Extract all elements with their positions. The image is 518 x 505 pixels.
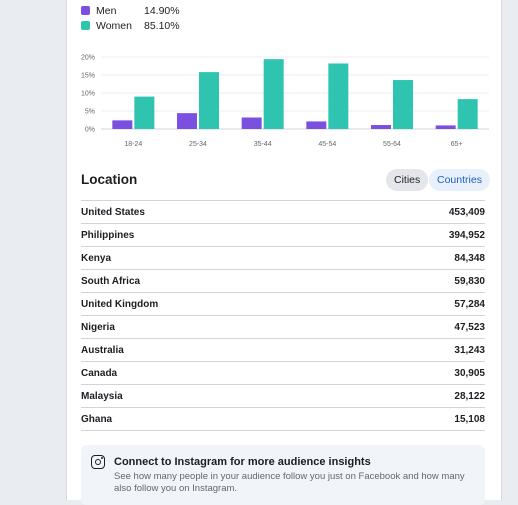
bar-men-18-24[interactable] bbox=[112, 120, 133, 129]
bar-men-25-34[interactable] bbox=[177, 113, 197, 129]
table-row: Canada 30,905 bbox=[81, 362, 485, 385]
country-count: 84,348 bbox=[454, 252, 485, 264]
country-name: Ghana bbox=[81, 413, 113, 425]
country-name: United Kingdom bbox=[81, 298, 159, 310]
instagram-icon bbox=[91, 455, 105, 469]
country-name: Kenya bbox=[81, 252, 112, 264]
table-row: Ghana 15,108 bbox=[81, 408, 485, 431]
y-tick-label: 15% bbox=[81, 73, 95, 80]
bar-men-55-64[interactable] bbox=[371, 125, 391, 129]
y-tick-label: 0% bbox=[85, 127, 95, 134]
legend-item-men: Men 14.90% bbox=[81, 3, 180, 18]
country-name: South Africa bbox=[81, 275, 141, 287]
country-name: Philippines bbox=[81, 229, 135, 241]
legend-swatch-men bbox=[81, 6, 90, 15]
table-row: Nigeria 47,523 bbox=[81, 316, 485, 339]
insight-title: Connect to Instagram for more audience i… bbox=[114, 456, 371, 468]
country-name: Nigeria bbox=[81, 321, 115, 333]
table-row: Kenya 84,348 bbox=[81, 247, 485, 270]
table-row: South Africa 59,830 bbox=[81, 270, 485, 293]
x-tick-label: 45-54 bbox=[318, 141, 336, 148]
countries-button[interactable]: Countries bbox=[429, 169, 490, 191]
country-name: United States bbox=[81, 206, 145, 218]
insight-description: See how many people in your audience fol… bbox=[114, 471, 465, 494]
legend-item-women: Women 85.10% bbox=[81, 18, 180, 33]
table-row: Australia 31,243 bbox=[81, 339, 485, 362]
table-row: Malaysia 28,122 bbox=[81, 385, 485, 408]
instagram-insight-banner[interactable]: Connect to Instagram for more audience i… bbox=[81, 445, 485, 505]
legend-label: Men bbox=[96, 4, 117, 17]
country-count: 15,108 bbox=[454, 413, 485, 425]
legend-swatch-women bbox=[81, 21, 90, 30]
table-row: Philippines 394,952 bbox=[81, 224, 485, 247]
country-name: Canada bbox=[81, 367, 118, 379]
gender-legend: Men 14.90% Women 85.10% bbox=[81, 3, 180, 33]
legend-value: 85.10% bbox=[144, 19, 180, 32]
legend-value: 14.90% bbox=[144, 4, 180, 17]
location-table: United States 453,409 Philippines 394,952 Ke… bbox=[81, 200, 485, 431]
y-tick-label: 5% bbox=[85, 109, 95, 116]
y-tick-label: 10% bbox=[81, 91, 95, 98]
location-title: Location bbox=[81, 172, 138, 187]
country-name: Australia bbox=[81, 344, 124, 356]
x-tick-label: 65+ bbox=[451, 141, 463, 148]
bar-women-35-44[interactable] bbox=[263, 59, 284, 129]
cities-button[interactable]: Cities bbox=[386, 169, 429, 191]
x-tick-label: 55-64 bbox=[383, 141, 401, 148]
bar-men-35-44[interactable] bbox=[241, 117, 262, 129]
table-row: United States 453,409 bbox=[81, 200, 485, 224]
audience-card: Men 14.90% Women 85.10% 0% 5% 10% 15% 20% 18-… bbox=[66, 0, 502, 505]
x-tick-label: 18-24 bbox=[124, 141, 142, 148]
bar-women-18-24[interactable] bbox=[134, 96, 155, 129]
x-tick-label: 25-34 bbox=[189, 141, 207, 148]
age-gender-bar-chart: 0% 5% 10% 15% 20% 18-24 25-34 35-44 45-54 55-64 65… bbox=[81, 55, 489, 148]
bar-women-25-34[interactable] bbox=[199, 72, 219, 129]
country-count: 57,284 bbox=[454, 298, 485, 310]
country-count: 59,830 bbox=[454, 275, 485, 287]
country-count: 394,952 bbox=[448, 229, 485, 241]
country-count: 47,523 bbox=[454, 321, 485, 333]
table-row: United Kingdom 57,284 bbox=[81, 293, 485, 316]
x-tick-label: 35-44 bbox=[254, 141, 272, 148]
legend-label: Women bbox=[96, 19, 132, 32]
country-count: 28,122 bbox=[454, 390, 485, 402]
bar-women-45-54[interactable] bbox=[328, 63, 349, 130]
country-count: 30,905 bbox=[454, 367, 485, 379]
y-tick-label: 20% bbox=[81, 55, 95, 62]
bar-women-65+[interactable] bbox=[457, 99, 478, 129]
bar-women-55-64[interactable] bbox=[393, 80, 413, 129]
country-count: 31,243 bbox=[454, 344, 485, 356]
bar-men-45-54[interactable] bbox=[306, 121, 327, 129]
bar-men-65+[interactable] bbox=[435, 125, 456, 129]
country-name: Malaysia bbox=[81, 390, 123, 402]
country-count: 453,409 bbox=[448, 206, 485, 218]
